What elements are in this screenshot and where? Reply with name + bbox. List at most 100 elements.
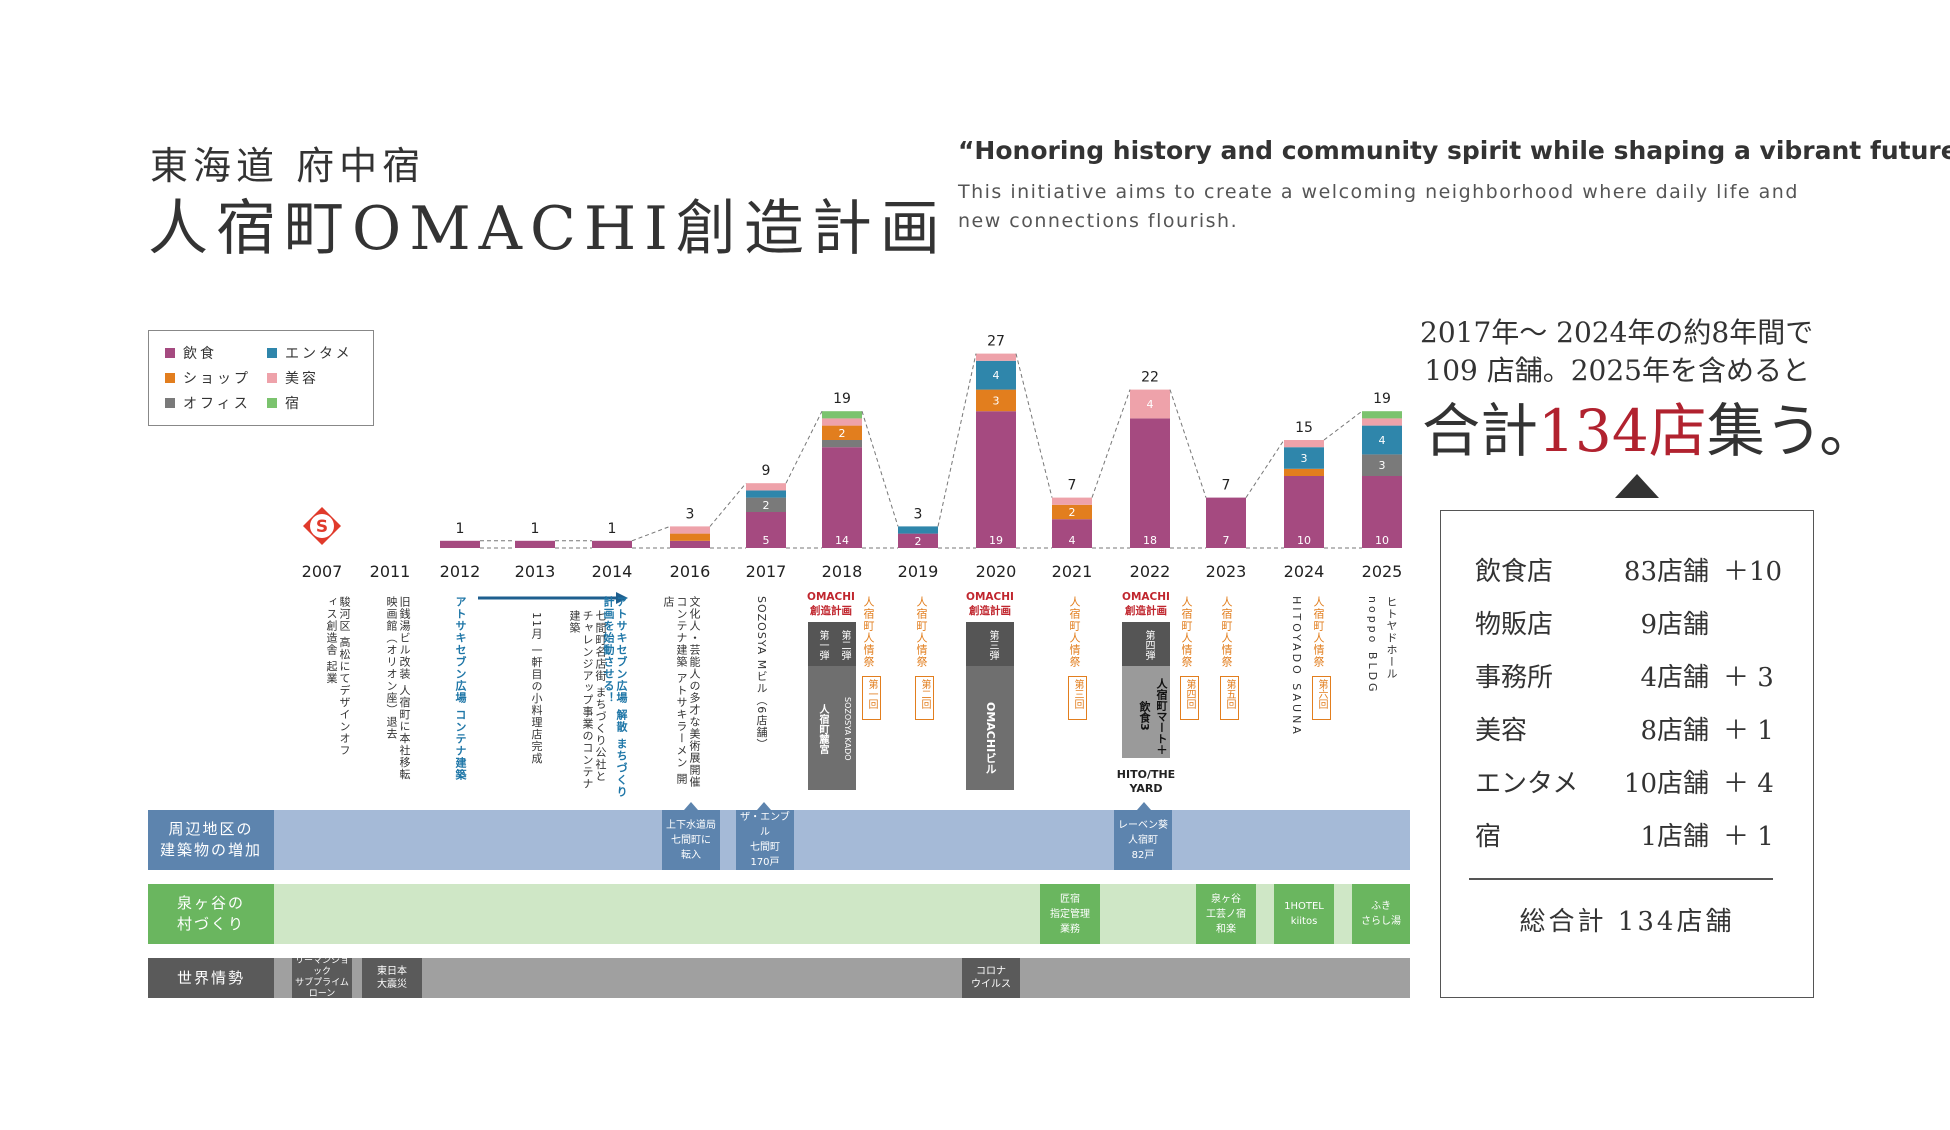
year-label-2017: 2017	[745, 562, 787, 581]
omachi-label-2020: OMACHI 創造計画	[966, 591, 1014, 617]
segment-label: 3	[993, 394, 1000, 407]
segment-label: 4	[1069, 534, 1076, 547]
omachi-label-2022: OMACHI 創造計画	[1122, 591, 1170, 617]
store-category: 美容	[1475, 716, 1528, 746]
phase-3-label: 第三弾	[987, 630, 998, 660]
bar-segment-2020-美容	[976, 353, 1016, 361]
segment-label: 2	[763, 499, 770, 512]
bar-segment-2018-ショップ	[822, 425, 862, 440]
legend-swatch	[267, 348, 277, 358]
dashed-connector	[937, 353, 977, 527]
festival-number-2018: 第一回	[862, 676, 881, 720]
legend-label: 美容	[285, 371, 319, 387]
bar-segment-2017-オフィス	[746, 497, 786, 512]
project-hitoyado-mart: 人宿町マート＋飲食3	[1122, 666, 1170, 758]
festival-number-2019: 第二回	[915, 676, 934, 720]
quote: “Honoring history and community spirit w…	[958, 136, 1950, 165]
annotation-2014b: アトサキセブン広場 解散 まちづくり計画を始動させる！	[602, 596, 628, 798]
year-label-2018: 2018	[821, 562, 863, 581]
tag-waraku: 泉ヶ谷 工芸ノ宿 和楽	[1196, 884, 1256, 944]
bar-segment-2024-ショップ	[1284, 468, 1324, 476]
description: This initiative aims to create a welcomi…	[958, 181, 1799, 232]
tag-arrow-icon	[684, 802, 698, 810]
segment-label: 3	[1301, 452, 1308, 465]
festival-label-2023: 人宿町人情祭	[1220, 596, 1233, 668]
store-count: 9店舗	[1640, 610, 1709, 640]
annotation-2025-noppo: noppo BLDG	[1366, 596, 1379, 695]
bar-segment-2025-宿	[1362, 411, 1402, 419]
legend-label: ショップ	[183, 371, 251, 387]
company-logo-icon: S	[303, 507, 341, 545]
store-count: 1店舗	[1640, 822, 1709, 852]
year-label-2021: 2021	[1051, 562, 1093, 581]
bar-segment-2025-美容	[1362, 418, 1402, 426]
year-label-2025: 2025	[1361, 562, 1403, 581]
year-label-2019: 2019	[897, 562, 939, 581]
store-category: エンタメ	[1475, 769, 1579, 799]
festival-number-2022: 第四回	[1180, 676, 1199, 720]
legend-swatch	[267, 373, 277, 383]
annotation-2017: SOZOSYA Mビル（6店舗）	[755, 596, 768, 751]
bar-total-label: 19	[833, 391, 851, 407]
bar-segment-2017-美容	[746, 483, 786, 491]
band-area-label: 周辺地区の 建築物の増加	[148, 810, 274, 870]
summary-total-number: 134店	[1538, 397, 1707, 465]
bar-segment-2016-ショップ	[670, 533, 710, 541]
bar-total-label: 22	[1141, 370, 1159, 386]
grand-total: 総合計 134店舗	[1519, 907, 1735, 937]
legend-label: エンタメ	[285, 346, 353, 362]
segment-label: 19	[989, 534, 1003, 547]
festival-label-2024: 人宿町人情祭	[1312, 596, 1325, 668]
chart-legend: 飲食 エンタメ ショップ 美容 オフィス 宿	[148, 330, 374, 426]
bar-segment-2013-飲食	[515, 540, 555, 548]
page-subtitle: 東海道 府中宿	[150, 144, 426, 188]
annotation-2012: アトサキセブン広場 コンテナ建築	[454, 596, 467, 781]
legend-label: 飲食	[183, 346, 217, 362]
bar-segment-2017-飲食	[746, 512, 786, 548]
bar-segment-2020-エンタメ	[976, 360, 1016, 390]
bar-segment-2025-飲食	[1362, 476, 1402, 548]
summary-line-2: 109 店舗。2025年を含めると	[1424, 354, 1810, 387]
bar-segment-2024-飲食	[1284, 476, 1324, 548]
bar-segment-2018-宿	[822, 411, 862, 419]
summary-total-suffix: 集う。	[1706, 397, 1878, 465]
legend-item-office: オフィス	[165, 393, 251, 413]
store-count: 8店舗	[1640, 716, 1709, 746]
festival-number-2021: 第三回	[1068, 676, 1087, 720]
annotation-2025-hall: ヒトヤドホール	[1385, 596, 1398, 680]
phase-2018-body	[808, 666, 856, 790]
bars-group: 1 1 13529142192319342742718422771031510341…	[440, 334, 1402, 549]
summary-total: 合計134店集う。	[1422, 384, 1877, 468]
bar-segment-2016-美容	[670, 526, 710, 534]
hito-the-yard-label: HITO/THE YARD	[1116, 768, 1176, 795]
bar-total-label: 3	[914, 506, 923, 522]
store-delta: ＋ 3	[1723, 663, 1774, 693]
annotation-2014a: 七間町名店街 まちづくり公社とチャレンジアップ事業のコンテナ建築	[568, 610, 607, 790]
tag-arrow-icon	[757, 802, 771, 810]
segment-label: 2	[1069, 506, 1076, 519]
project-sozosya-kado: SOZOSYA KADO	[843, 697, 852, 761]
year-label-2012: 2012	[439, 562, 481, 581]
tag-great-east-japan-earthquake: 東日本 大震災	[362, 958, 422, 998]
year-label-2016: 2016	[669, 562, 711, 581]
bar-segment-2022-美容	[1130, 389, 1170, 419]
band-world-label: 世界情勢	[148, 958, 274, 998]
festival-label-2021: 人宿町人情祭	[1068, 596, 1081, 668]
segment-label: 10	[1297, 534, 1311, 547]
store-category: 宿	[1475, 822, 1502, 852]
tag-the-ensemble: ザ・エンブル 七間町 170戸	[736, 810, 794, 870]
year-label-2024: 2024	[1283, 562, 1325, 581]
bar-total-label: 7	[1222, 478, 1231, 494]
festival-number-2023: 第五回	[1220, 676, 1239, 720]
bar-segment-2022-飲食	[1130, 418, 1170, 548]
segment-label: 18	[1143, 534, 1157, 547]
dashed-connector	[861, 411, 899, 527]
segment-label: 4	[993, 369, 1000, 382]
legend-swatch	[165, 348, 175, 358]
segment-label: 2	[915, 535, 922, 548]
legend-item-shop: ショップ	[165, 368, 251, 388]
panel-divider	[1469, 878, 1773, 880]
dashed-connector	[1245, 439, 1285, 498]
bar-total-label: 1	[608, 521, 617, 537]
